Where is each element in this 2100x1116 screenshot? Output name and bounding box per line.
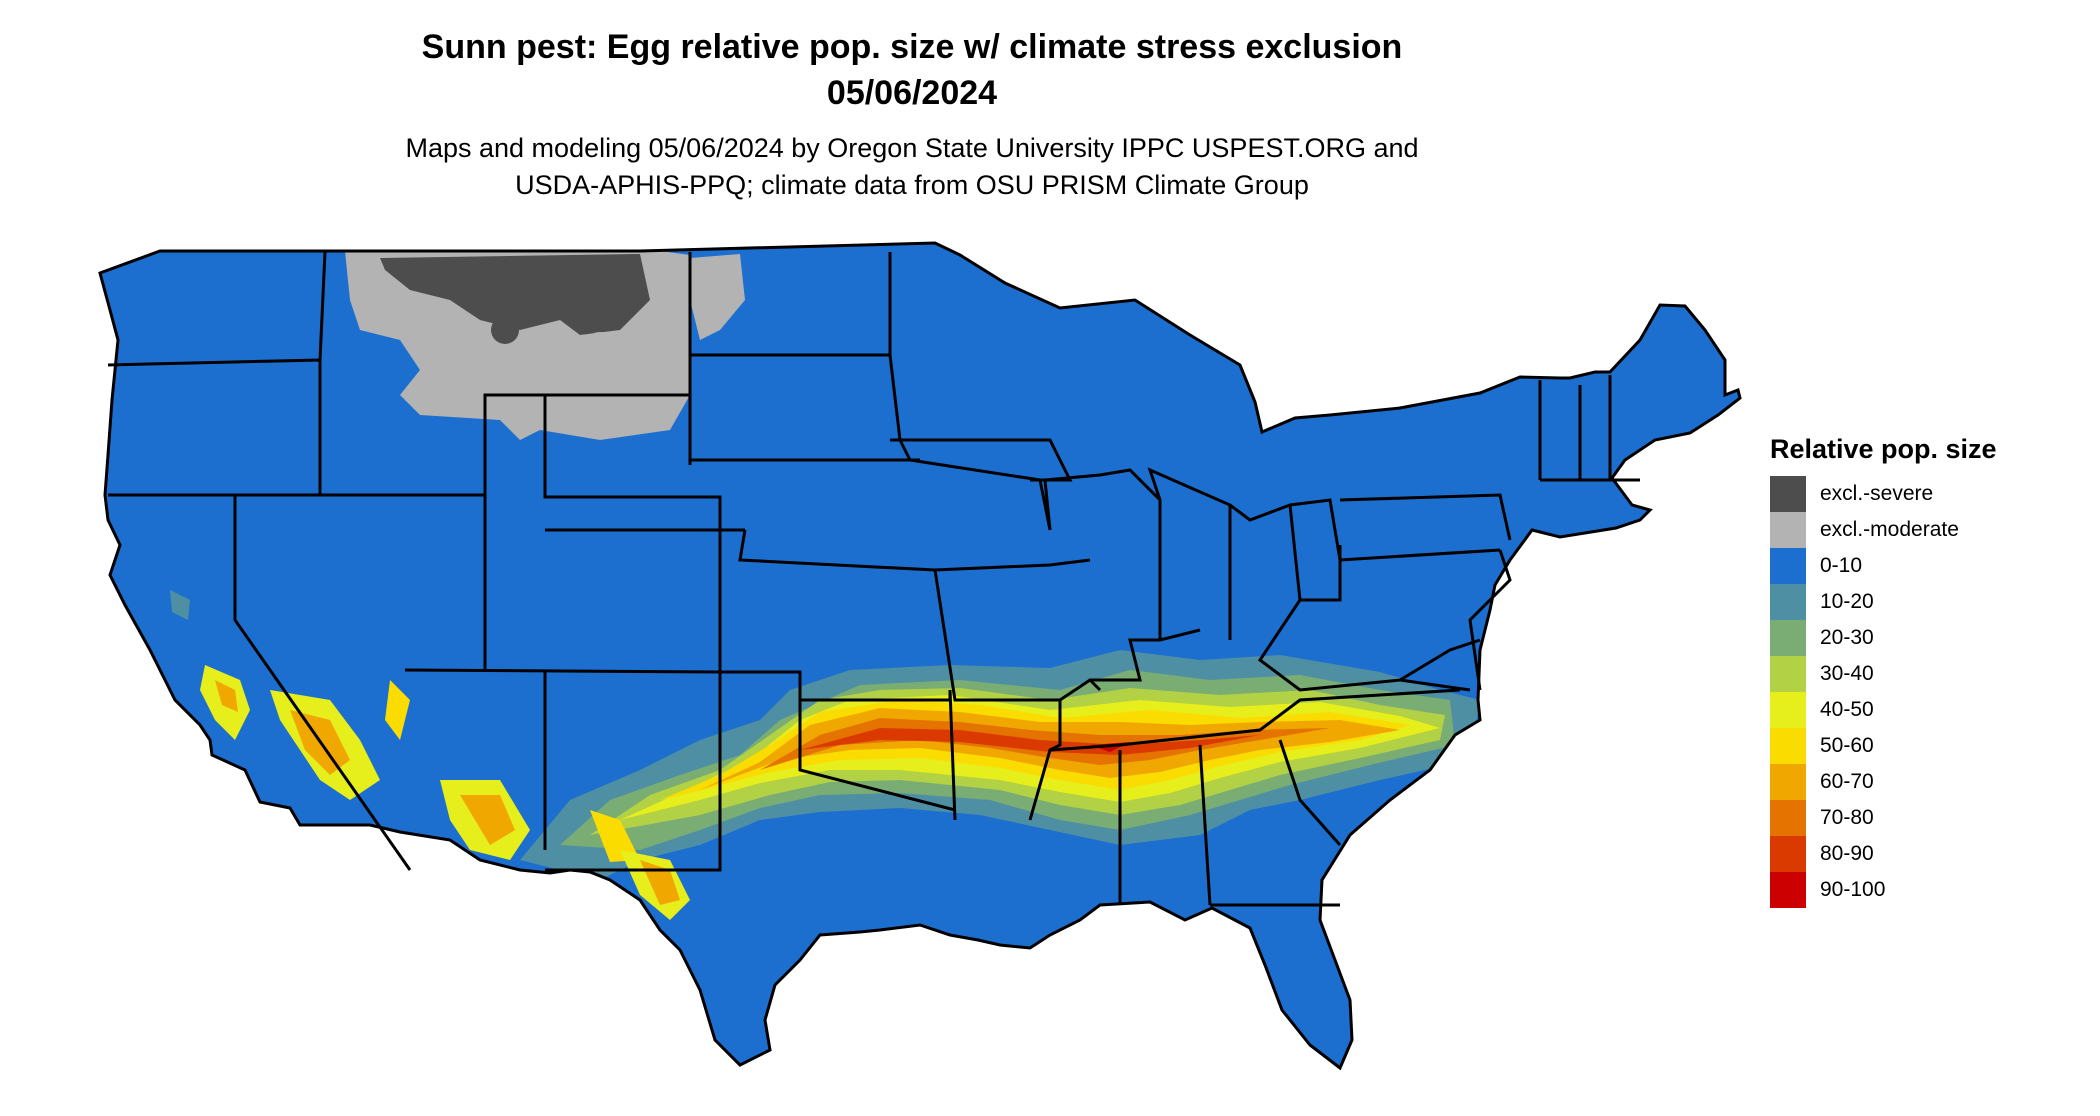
- legend-swatch: [1770, 764, 1806, 800]
- legend-item: 30-40: [1770, 656, 1997, 692]
- legend: Relative pop. size excl.-severe excl.-mod…: [1770, 432, 1997, 908]
- legend-swatch: [1770, 620, 1806, 656]
- legend-swatch: [1770, 512, 1806, 548]
- legend-label: 30-40: [1820, 662, 1874, 685]
- legend-label: 90-100: [1820, 878, 1886, 901]
- legend-swatch: [1770, 476, 1806, 512]
- map-date: 05/06/2024: [826, 74, 998, 112]
- legend-item: 90-100: [1770, 872, 1997, 908]
- legend-label: 10-20: [1820, 590, 1874, 613]
- title-block: Sunn pest: Egg relative pop. size w/ cli…: [190, 24, 1634, 204]
- legend-label: excl.-moderate: [1820, 518, 1959, 541]
- legend-swatch: [1770, 872, 1806, 908]
- legend-title: Relative pop. size: [1770, 434, 1997, 464]
- legend-label: 70-80: [1820, 806, 1874, 829]
- legend-item: 70-80: [1770, 800, 1997, 836]
- legend-item: 40-50: [1770, 692, 1997, 728]
- map-subtitle-line2: USDA-APHIS-PPQ; climate data from OSU PR…: [515, 170, 1309, 200]
- legend-item: 50-60: [1770, 728, 1997, 764]
- risk-band: [520, 650, 1480, 880]
- legend-swatch: [1770, 836, 1806, 872]
- legend-label: 60-70: [1820, 770, 1874, 793]
- legend-item: 60-70: [1770, 764, 1997, 800]
- legend-item: excl.-moderate: [1770, 512, 1997, 548]
- exclusion-zones: [345, 251, 745, 440]
- legend-label: 80-90: [1820, 842, 1874, 865]
- legend-label: 20-30: [1820, 626, 1874, 649]
- legend-item: excl.-severe: [1770, 476, 1997, 512]
- legend-label: 0-10: [1820, 554, 1863, 577]
- legend-label: 40-50: [1820, 698, 1874, 721]
- legend-item: 0-10: [1770, 548, 1997, 584]
- legend-item: 80-90: [1770, 836, 1997, 872]
- legend-items: excl.-severe excl.-moderate 0-10 10-20 20-30…: [1770, 476, 1997, 908]
- risk-overlay: [170, 251, 1480, 920]
- legend-swatch: [1770, 800, 1806, 836]
- map-title: Sunn pest: Egg relative pop. size w/ cli…: [421, 28, 1403, 66]
- legend-swatch: [1770, 548, 1806, 584]
- legend-swatch: [1770, 692, 1806, 728]
- legend-label: excl.-severe: [1820, 482, 1934, 505]
- legend-item: 10-20: [1770, 584, 1997, 620]
- state-borders: [107, 251, 1640, 907]
- legend-swatch: [1770, 656, 1806, 692]
- legend-item: 20-30: [1770, 620, 1997, 656]
- map-subtitle-line1: Maps and modeling 05/06/2024 by Oregon S…: [405, 133, 1419, 163]
- legend-swatch: [1770, 728, 1806, 764]
- legend-label: 50-60: [1820, 734, 1874, 757]
- legend-swatch: [1770, 584, 1806, 620]
